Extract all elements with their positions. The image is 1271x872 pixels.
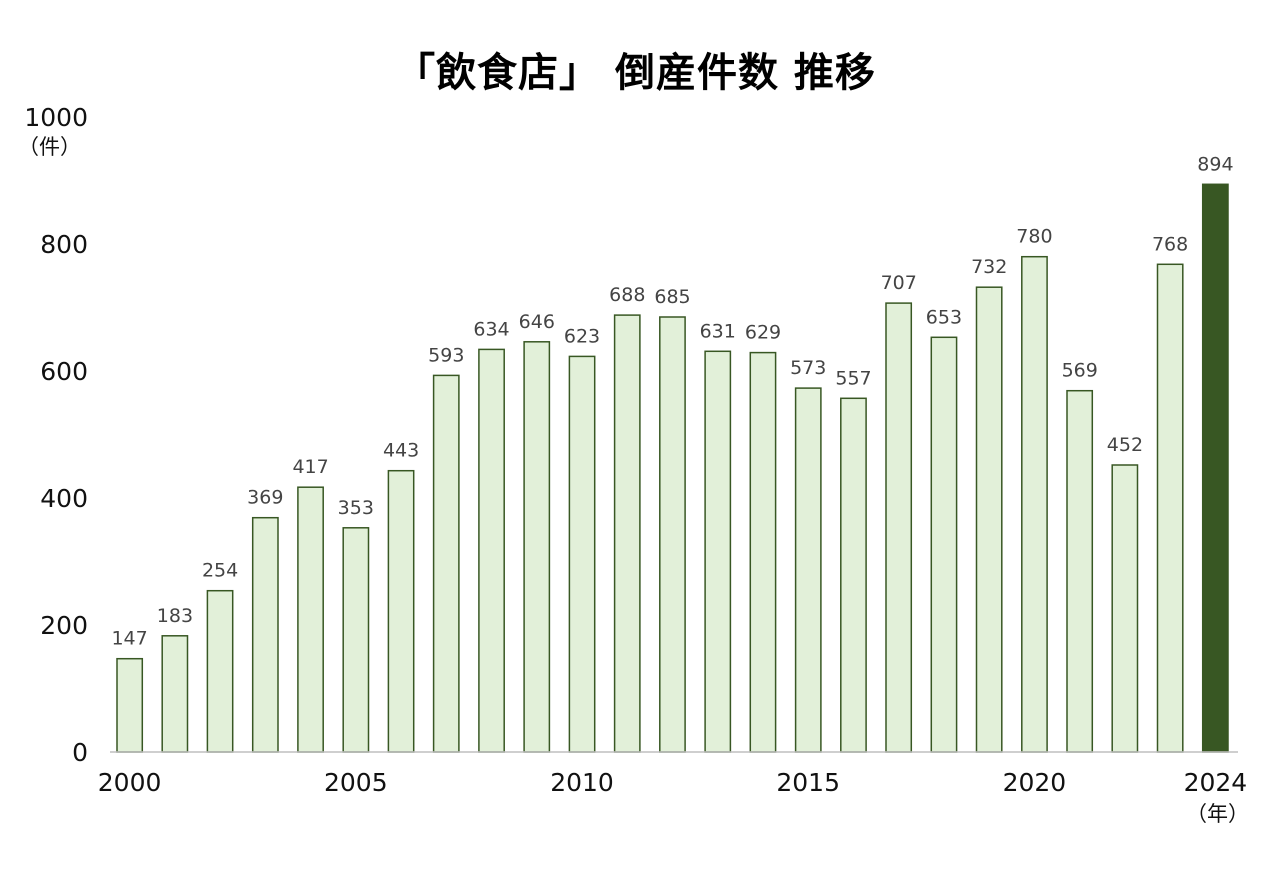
y-tick-label-400: 400	[40, 484, 88, 513]
chart-title: 「飲食店」 倒産件数 推移	[395, 50, 876, 96]
data-label-2008: 634	[473, 318, 509, 340]
data-label-2018: 653	[926, 306, 962, 328]
data-label-2006: 443	[383, 440, 419, 462]
y-axis-unit: （件）	[18, 135, 81, 159]
bar-2017	[885, 302, 913, 753]
bar-2011	[613, 314, 641, 753]
x-tick-label-2020: 2020	[1003, 768, 1067, 797]
data-label-2012: 685	[654, 286, 690, 308]
bar-2008	[478, 348, 505, 753]
data-label-2010: 623	[564, 325, 600, 347]
bar-2001	[161, 635, 189, 753]
data-label-2020: 780	[1016, 226, 1052, 248]
bar-2018	[930, 336, 958, 753]
y-tick-label-800: 800	[40, 230, 88, 259]
bar-2003	[251, 516, 279, 753]
bar-2016	[840, 397, 867, 753]
data-label-2009: 646	[519, 311, 555, 333]
bar-2000	[116, 657, 144, 753]
data-label-2005: 353	[338, 497, 374, 519]
bar-2012	[659, 316, 686, 753]
data-label-2007: 593	[428, 344, 464, 366]
bar-2024	[1201, 183, 1229, 753]
bar-2019	[975, 286, 1003, 753]
bar-2002	[206, 589, 234, 753]
data-label-2023: 768	[1152, 233, 1188, 255]
x-tick-label-2010: 2010	[550, 768, 614, 797]
data-label-2022: 452	[1107, 434, 1143, 456]
bar-2014	[749, 351, 777, 753]
x-axis-unit: （年）	[1186, 802, 1249, 826]
x-tick-label-2000: 2000	[98, 768, 162, 797]
data-label-2019: 732	[971, 256, 1007, 278]
data-label-2015: 573	[790, 357, 826, 379]
bar-2021	[1066, 389, 1094, 753]
bar-2013	[704, 350, 732, 753]
bar-2010	[568, 355, 596, 753]
y-tick-label-600: 600	[40, 357, 88, 386]
x-tick-label-2024: 2024	[1184, 768, 1248, 797]
y-tick-label-0: 0	[72, 738, 88, 767]
x-tick-label-2015: 2015	[776, 768, 840, 797]
bar-2015	[794, 387, 822, 753]
y-tick-label-1000: 1000	[24, 103, 88, 132]
bar-2022	[1111, 464, 1139, 753]
data-label-2024: 894	[1197, 153, 1233, 175]
data-label-2017: 707	[881, 272, 917, 294]
data-label-2004: 417	[292, 456, 328, 478]
data-label-2014: 629	[745, 322, 781, 344]
data-label-2016: 557	[835, 367, 871, 389]
data-label-2021: 569	[1062, 360, 1098, 382]
bar-2004	[297, 486, 324, 753]
bar-2020	[1021, 255, 1048, 753]
bar-2007	[432, 374, 460, 753]
data-label-2001: 183	[157, 605, 193, 627]
y-tick-label-200: 200	[40, 611, 88, 640]
bar-2006	[387, 469, 415, 753]
bar-2023	[1156, 263, 1184, 753]
data-label-2011: 688	[609, 284, 645, 306]
bar-2009	[523, 341, 551, 753]
data-label-2000: 147	[111, 628, 147, 650]
bar-2005	[342, 527, 370, 753]
data-label-2013: 631	[700, 320, 736, 342]
x-tick-label-2005: 2005	[324, 768, 388, 797]
data-label-2002: 254	[202, 560, 238, 582]
data-label-2003: 369	[247, 487, 283, 509]
